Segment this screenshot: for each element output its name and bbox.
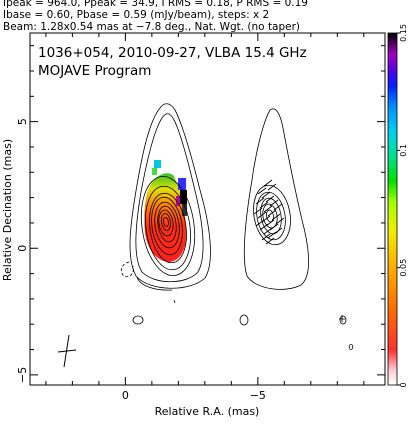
- plot-frame: [29, 32, 386, 386]
- beam-marker: [57, 334, 77, 368]
- colorbar-ticks: 0 0.05 0.1 0.15: [397, 24, 408, 388]
- colorbar-tick-label: 0.1: [399, 144, 408, 157]
- y-tick-label: 5: [16, 118, 29, 125]
- header-line-1: Ipeak = 964.0, Ppeak = 34.9, I RMS = 0.1…: [3, 0, 308, 9]
- colorbar-tick-label: 0: [399, 382, 408, 387]
- header-line-3: Beam: 1.28x0.54 mas at −7.8 deg., Nat. W…: [3, 21, 301, 33]
- x-axis-label: Relative R.A. (mas): [155, 405, 260, 418]
- x-tick-label: 0: [122, 389, 129, 402]
- y-tick-label: −5: [16, 367, 29, 383]
- header-line-2: Ibase = 0.60, Pbase = 0.59 (mJy/beam), s…: [3, 9, 270, 21]
- colorbar-tick-label: 0.05: [399, 259, 408, 277]
- evpa-vectors: [253, 179, 285, 245]
- axes: 0 −5 −5 0 5: [16, 33, 385, 402]
- y-tick-label: 0: [16, 245, 29, 252]
- colorbar-tick-label: 0.15: [399, 24, 408, 42]
- plot-title: 1036+054, 2010-09-27, VLBA 15.4 GHz: [38, 45, 307, 61]
- negative-contour: [120, 261, 134, 278]
- y-axis-label: Relative Decination (mas): [1, 139, 14, 281]
- plot-subtitle: MOJAVE Program: [38, 63, 151, 79]
- intensity-contours: [129, 103, 354, 350]
- x-tick-label: −5: [250, 389, 266, 402]
- colorbar: [387, 32, 398, 386]
- map-content: [57, 103, 354, 368]
